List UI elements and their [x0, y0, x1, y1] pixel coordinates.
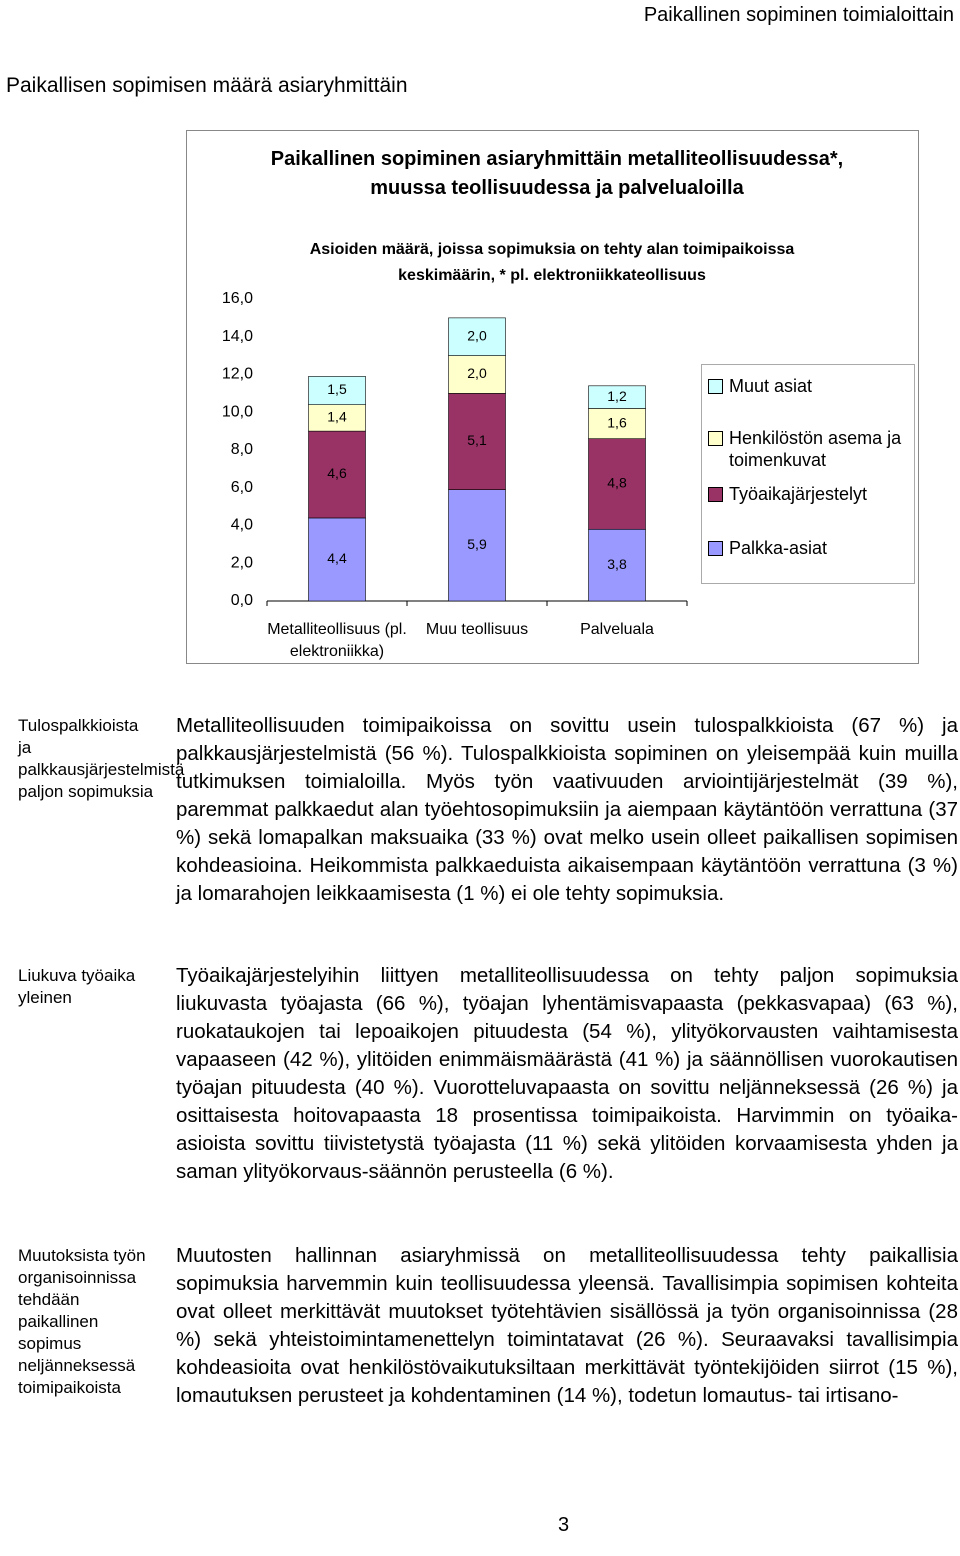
bar-segment: [448, 393, 506, 490]
bar-segment: [588, 408, 646, 439]
legend-label: Työaikajärjestelyt: [729, 484, 868, 504]
y-tick-label: 2,0: [231, 554, 253, 571]
legend-item: Henkilöstön asema ja toimenkuvat: [708, 427, 908, 471]
legend-swatch: [708, 379, 723, 394]
margin-note: Tulospalkkioista ja palkkausjärjestelmis…: [18, 716, 185, 801]
running-title: Paikallinen sopiminen toimialoittain: [643, 4, 954, 26]
paragraph: Muutosten hallinnan asiaryhmissä on meta…: [176, 1244, 958, 1407]
bar-segment: [588, 438, 646, 530]
value-label: 1,5: [327, 381, 347, 397]
chart-title: Paikallinen sopiminen asiaryhmittäin met…: [270, 148, 844, 199]
legend-swatch: [708, 487, 723, 502]
y-tick-label: 14,0: [222, 328, 253, 345]
y-tick-label: 10,0: [222, 403, 253, 420]
legend-swatch: [708, 541, 723, 556]
bar-segment: [308, 404, 366, 432]
y-tick-label: 4,0: [231, 517, 253, 534]
legend-item: Palkka-asiat: [708, 537, 908, 559]
legend-label: Palkka-asiat: [729, 538, 828, 558]
bar-segment: [588, 385, 646, 409]
chart: 0,0 2,0 4,0 6,0 8,0 10,0 12,0 14,0 16,0 4,4 4,6 1,4…: [186, 130, 919, 664]
legend: Muut asiat Henkilöstön asema ja toimenkuv…: [701, 364, 915, 584]
section-title: Paikallisen sopimisen määrä asiaryhmittä…: [6, 74, 408, 97]
margin-note: Liukuva työaika yleinen: [18, 966, 136, 1007]
value-label: 4,4: [327, 550, 347, 566]
chart-plot: 0,0 2,0 4,0 6,0 8,0 10,0 12,0 14,0 16,0 4,4 4,6 1,4…: [222, 290, 688, 609]
margin-note: Muutoksista työn organisoinnissa tehdään…: [18, 1246, 146, 1397]
value-label: 4,8: [607, 475, 627, 491]
paragraph: Työaikajärjestelyihin liittyen metallite…: [176, 964, 958, 1183]
bar-segment: [448, 317, 506, 356]
value-label: 2,0: [467, 327, 487, 343]
x-tick-label: Muu teollisuus: [425, 621, 529, 638]
value-label: 2,0: [467, 365, 487, 381]
value-label: 5,9: [467, 536, 487, 552]
bar-segment: [308, 430, 366, 519]
value-label: 3,8: [607, 556, 627, 572]
value-label: 1,6: [607, 414, 627, 430]
legend-label: Henkilöstön asema ja toimenkuvat: [729, 428, 902, 470]
x-tick-label: Palveluala: [580, 621, 654, 638]
bar-segment: [308, 376, 366, 405]
value-label: 4,6: [327, 465, 347, 481]
bar-segment: [588, 528, 646, 602]
bar-segment: [448, 489, 506, 602]
value-label: 5,1: [467, 432, 487, 448]
chart-subtitle: Asioiden määrä, joissa sopimuksia on teh…: [309, 241, 795, 284]
y-tick-label: 6,0: [231, 479, 253, 496]
y-tick-label: 12,0: [222, 366, 253, 383]
legend-label: Muut asiat: [729, 376, 813, 396]
legend-item: Työaikajärjestelyt: [708, 483, 908, 505]
bar-segment: [308, 517, 366, 602]
page-number: 3: [558, 1514, 570, 1536]
value-label: 1,2: [607, 388, 627, 404]
x-tick-label: Metalliteollisuus (pl. elektroniikka): [267, 621, 407, 660]
bar-segment: [448, 355, 506, 394]
legend-swatch: [708, 431, 723, 446]
y-tick-label: 0,0: [231, 592, 253, 609]
value-label: 1,4: [327, 409, 347, 425]
paragraph: Metalliteollisuuden toimipaikoissa on so…: [176, 714, 958, 905]
legend-item: Muut asiat: [708, 375, 908, 397]
y-tick-label: 16,0: [222, 290, 253, 307]
y-tick-label: 8,0: [231, 441, 253, 458]
